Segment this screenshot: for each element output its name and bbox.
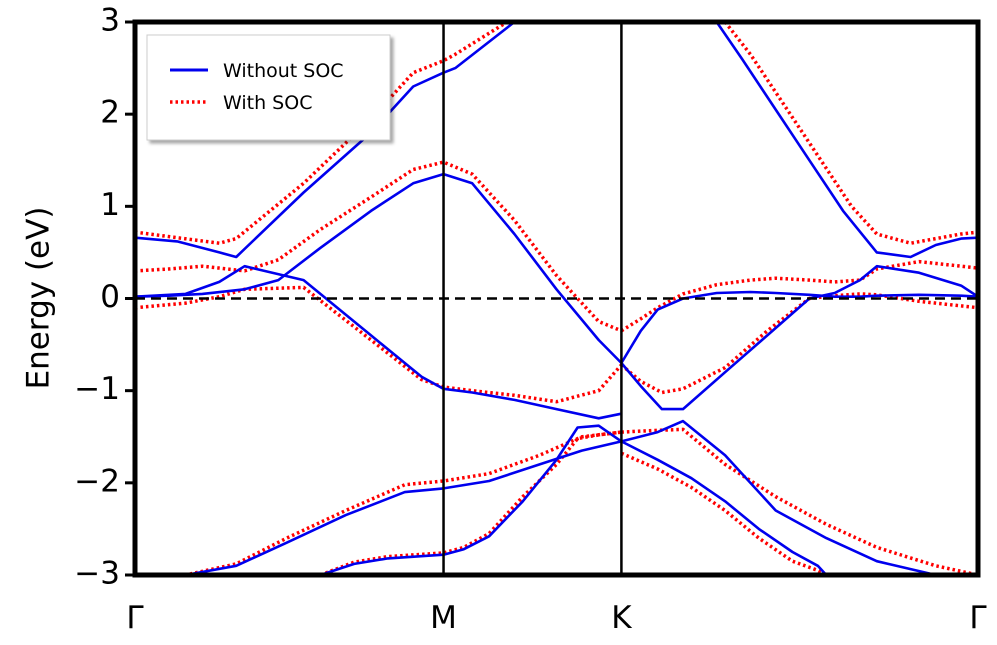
band-without-soc-8 [621, 419, 978, 575]
band-without-soc-0 [135, 264, 622, 420]
y-tick-label-2: −1 [74, 371, 120, 407]
y-tick-label-5: 2 [100, 95, 120, 131]
x-tick-label-0: Γ [126, 600, 144, 636]
band-without-soc-9 [620, 440, 828, 575]
band-without-soc-1 [135, 172, 623, 364]
x-tick-label-2: K [611, 600, 632, 636]
band-without-soc-3 [620, 290, 978, 364]
y-tick-label-1: −2 [74, 463, 120, 499]
legend-label-without-soc: Without SOC [223, 60, 344, 82]
band-with-soc-9 [620, 451, 828, 575]
band-with-soc-1 [135, 160, 623, 333]
legend-box [146, 34, 391, 141]
legend-label-with-soc: With SOC [223, 92, 312, 114]
bands-layer [135, 22, 978, 575]
band-with-soc-8 [621, 427, 978, 575]
y-tick-label-6: 3 [100, 3, 120, 39]
band-without-soc-4 [620, 264, 978, 411]
y-axis-label: Energy (eV) [21, 207, 57, 390]
band-without-soc-5 [715, 22, 978, 259]
kpoint-lines [442, 22, 623, 575]
x-tick-label-3: Γ [969, 600, 987, 636]
legend: Without SOC With SOC [146, 34, 391, 141]
band-with-soc-5 [723, 22, 978, 245]
band-without-soc-2 [135, 22, 516, 259]
band-with-soc-0 [135, 285, 623, 404]
y-tick-label-0: −3 [74, 556, 120, 592]
band-without-soc-6 [135, 440, 622, 575]
y-tick-label-4: 1 [100, 187, 120, 223]
band-without-soc-7 [320, 424, 623, 575]
y-tick-label-3: 0 [100, 279, 120, 315]
band-with-soc-3 [620, 259, 978, 333]
x-tick-label-1: M [430, 600, 457, 636]
